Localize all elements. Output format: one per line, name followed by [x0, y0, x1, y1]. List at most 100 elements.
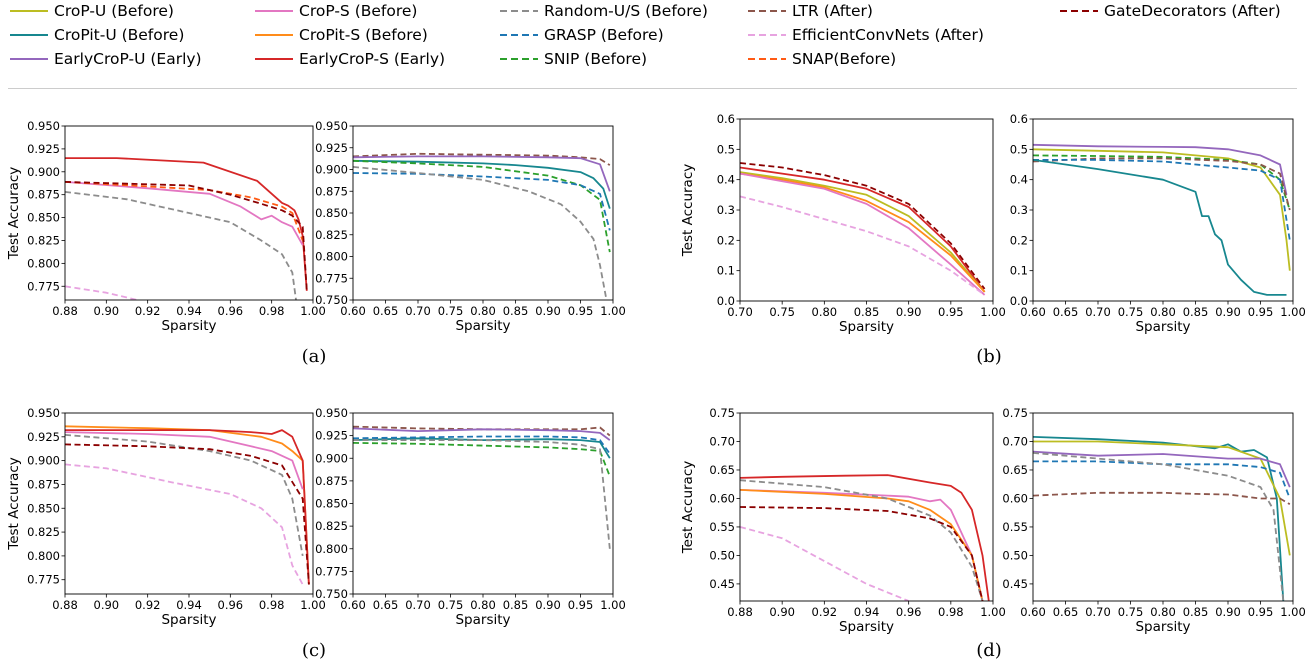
- legend-label: EfficientConvNets (After): [792, 26, 984, 44]
- x-tick-label: 0.85: [1183, 605, 1209, 619]
- y-tick-label: 0.950: [27, 406, 60, 420]
- y-tick-label: 0.950: [27, 119, 60, 133]
- y-tick-label: 0.75: [1002, 406, 1028, 420]
- legend-label: GRASP (Before): [544, 26, 664, 44]
- x-axis-title: Sparsity: [161, 318, 216, 334]
- series-line: [1033, 436, 1285, 601]
- x-tick-label: 0.96: [896, 605, 922, 619]
- series-line: [1033, 491, 1291, 505]
- y-axis-title: Test Accuracy: [680, 164, 696, 258]
- x-tick-label: 1.00: [1280, 605, 1305, 619]
- series-line: [65, 429, 310, 585]
- x-tick-label: 0.70: [405, 304, 431, 318]
- x-tick-label: 0.90: [94, 598, 120, 612]
- y-tick-label: 0.70: [709, 434, 735, 448]
- y-tick-label: 0.825: [27, 233, 60, 247]
- y-tick-label: 0.800: [27, 549, 60, 563]
- y-tick-label: 0.45: [1002, 577, 1028, 591]
- x-tick-label: 0.75: [438, 598, 464, 612]
- y-tick-label: 0.775: [27, 279, 60, 293]
- series-line: [353, 159, 611, 209]
- y-tick-label: 0.775: [315, 564, 348, 578]
- y-tick-label: 0.2: [717, 233, 735, 247]
- y-axis-title: Test Accuracy: [6, 167, 22, 261]
- x-tick-label: 0.85: [503, 598, 529, 612]
- y-tick-label: 0.50: [709, 548, 735, 562]
- y-tick-label: 0.775: [27, 573, 60, 587]
- x-tick-label: 0.95: [1248, 605, 1274, 619]
- legend-item: Random-U/S (Before): [500, 0, 708, 22]
- legend-label: Random-U/S (Before): [544, 2, 708, 20]
- series-line: [65, 191, 297, 300]
- legend-label: CroP-S (Before): [299, 2, 418, 20]
- x-tick-label: 0.70: [1085, 305, 1111, 319]
- series-line: [740, 172, 986, 296]
- series-line: [65, 443, 310, 585]
- series-line: [1033, 450, 1291, 488]
- x-tick-label: 0.90: [1215, 305, 1241, 319]
- y-tick-label: 0.875: [27, 188, 60, 202]
- y-tick-label: 0.750: [315, 293, 348, 307]
- x-axis-title: Sparsity: [161, 612, 216, 628]
- x-tick-label: 0.90: [535, 304, 561, 318]
- x-tick-label: 0.75: [769, 305, 795, 319]
- series-line: [353, 166, 608, 300]
- legend-label: CroPit-S (Before): [299, 26, 428, 44]
- y-tick-label: 0.55: [1002, 520, 1028, 534]
- plot-frame: [352, 125, 614, 301]
- y-tick-label: 0.45: [709, 577, 735, 591]
- legend-item: LTR (After): [748, 0, 873, 22]
- legend-swatch: [10, 58, 48, 60]
- panel-label: (c): [302, 640, 326, 661]
- series-line: [1033, 159, 1287, 296]
- x-tick-label: 0.90: [535, 598, 561, 612]
- y-tick-label: 0.75: [709, 406, 735, 420]
- x-tick-label: 0.80: [1150, 605, 1176, 619]
- legend-swatch: [748, 10, 786, 12]
- series-line: [353, 442, 611, 477]
- x-tick-label: 0.70: [405, 598, 431, 612]
- legend-label: CroPit-U (Before): [54, 26, 185, 44]
- x-tick-label: 0.94: [176, 304, 202, 318]
- plot-frame: [64, 412, 314, 595]
- legend-swatch: [255, 58, 293, 60]
- x-tick-label: 0.92: [812, 605, 838, 619]
- legend-item: SNAP(Before): [748, 48, 896, 70]
- y-tick-label: 0.800: [315, 250, 348, 264]
- series-line: [740, 172, 986, 293]
- y-tick-label: 0.60: [1002, 491, 1028, 505]
- y-tick-label: 0.65: [1002, 463, 1028, 477]
- chart-6: 0.60 0.65 0.70 0.75 0.80 0.85 0.90 0.95 1.00 0.75…: [315, 406, 626, 628]
- chart-3: 0.70 0.75 0.80 0.85 0.90 0.95 1.00 0.0 0.1 0.2 0.3…: [680, 112, 1006, 335]
- series-line: [353, 437, 611, 459]
- legend-item: SNIP (Before): [500, 48, 647, 70]
- legend-label: EarlyCroP-S (Early): [299, 50, 446, 68]
- y-tick-label: 0.900: [27, 454, 60, 468]
- series-line: [1033, 148, 1291, 271]
- legend-swatch: [748, 58, 786, 60]
- x-tick-label: 0.92: [135, 304, 161, 318]
- legend-swatch: [500, 34, 538, 36]
- series-line: [740, 171, 986, 293]
- series-line: [65, 181, 304, 241]
- y-tick-label: 0.6: [717, 112, 735, 126]
- x-tick-label: 0.75: [438, 304, 464, 318]
- chart-2: 0.60 0.65 0.70 0.75 0.80 0.85 0.90 0.95 1.00 0.75…: [315, 119, 626, 334]
- y-tick-label: 0.5: [1010, 142, 1028, 156]
- series-line: [740, 195, 986, 296]
- series-line: [740, 479, 984, 601]
- x-tick-label: 0.80: [470, 304, 496, 318]
- x-tick-label: 0.65: [373, 598, 399, 612]
- series-line: [353, 159, 611, 253]
- y-tick-label: 0.4: [717, 173, 735, 187]
- y-tick-label: 0.850: [27, 501, 60, 515]
- panel-label: (b): [976, 346, 1002, 367]
- y-tick-label: 0.3: [1010, 203, 1028, 217]
- legend-swatch: [255, 10, 293, 12]
- legend-item: EarlyCroP-S (Early): [255, 48, 445, 70]
- series-line: [65, 181, 308, 291]
- x-tick-label: 0.92: [135, 598, 161, 612]
- series-line: [740, 162, 986, 290]
- series-line: [740, 166, 986, 293]
- x-tick-label: 0.85: [503, 304, 529, 318]
